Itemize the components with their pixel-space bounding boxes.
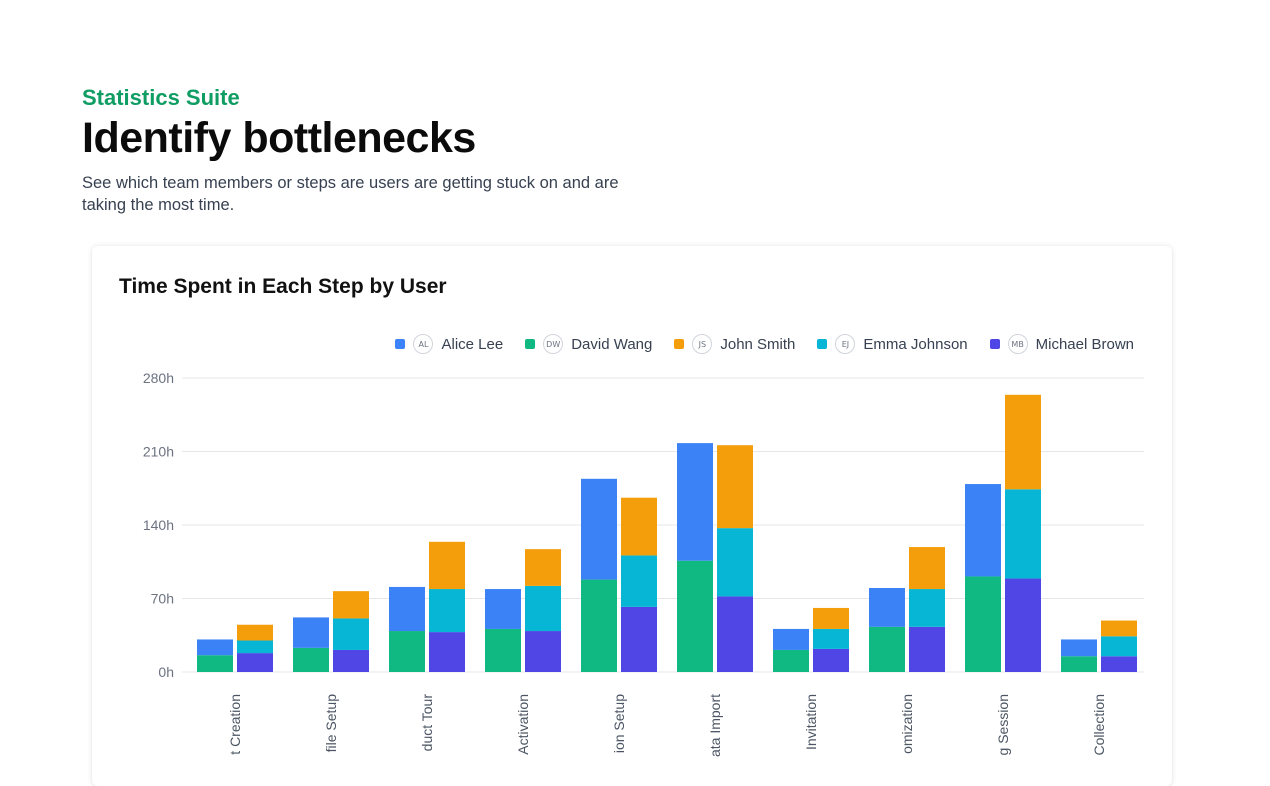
x-tick-label: ata Import — [707, 694, 723, 757]
bar-segment-emma-johnson — [909, 589, 945, 627]
bar-segment-emma-johnson — [429, 589, 465, 633]
x-tick-label: g Session — [995, 694, 1011, 755]
bar-segment-alice-lee — [485, 589, 521, 629]
legend-swatch — [525, 339, 536, 349]
avatar: JS — [692, 334, 713, 354]
chart-legend: AL Alice Lee DW David Wang JS John Smith… — [395, 334, 1134, 354]
y-tick-label: 210h — [143, 444, 174, 460]
chart-card: Time Spent in Each Step by User AL Alice… — [92, 246, 1172, 786]
bar-segment-emma-johnson — [1101, 636, 1137, 657]
bar-segment-david-wang — [581, 579, 617, 672]
legend-item-emma[interactable]: EJ Emma Johnson — [817, 334, 968, 354]
x-tick-label: duct Tour — [419, 694, 435, 752]
eyebrow-label: Statistics Suite — [82, 85, 240, 110]
bar-segment-alice-lee — [965, 484, 1001, 577]
x-tick-label: t Creation — [227, 694, 243, 755]
bar-segment-alice-lee — [197, 639, 233, 656]
bar-segment-alice-lee — [581, 478, 617, 580]
x-tick-label: ion Setup — [611, 694, 627, 753]
bar-segment-david-wang — [389, 631, 425, 672]
bar-segment-michael-brown — [333, 649, 369, 672]
bar-segment-alice-lee — [869, 588, 905, 627]
legend-label: John Smith — [720, 335, 796, 353]
bar-segment-david-wang — [1061, 656, 1097, 672]
legend-swatch — [989, 339, 1000, 349]
bar-segment-david-wang — [965, 576, 1001, 672]
bar-segment-michael-brown — [909, 626, 945, 672]
x-tick-label: Activation — [515, 694, 531, 755]
y-tick-label: 0h — [158, 664, 174, 680]
bar-segment-alice-lee — [773, 628, 809, 650]
bar-segment-emma-johnson — [525, 585, 561, 632]
bar-segment-john-smith — [1101, 620, 1137, 637]
x-tick-label: Collection — [1091, 694, 1107, 755]
bar-segment-emma-johnson — [813, 628, 849, 649]
bar-segment-emma-johnson — [717, 528, 753, 597]
bar-segment-emma-johnson — [237, 640, 273, 654]
bar-segment-john-smith — [813, 607, 849, 629]
bar-segment-john-smith — [525, 549, 561, 586]
legend-item-michael[interactable]: MB Michael Brown — [989, 334, 1134, 354]
bar-segment-michael-brown — [621, 606, 657, 672]
legend-label: Alice Lee — [441, 335, 504, 353]
bar-segment-emma-johnson — [1005, 489, 1041, 579]
bar-segment-john-smith — [909, 547, 945, 590]
chart-title: Time Spent in Each Step by User — [119, 275, 447, 298]
bar-segment-john-smith — [429, 541, 465, 590]
bar-segment-john-smith — [237, 624, 273, 641]
bar-segment-emma-johnson — [333, 618, 369, 650]
avatar: AL — [413, 334, 434, 354]
bar-segment-alice-lee — [677, 443, 713, 561]
legend-item-alice[interactable]: AL Alice Lee — [395, 334, 503, 354]
x-tick-label: omization — [899, 694, 915, 754]
avatar: EJ — [835, 334, 856, 354]
bar-segment-john-smith — [621, 497, 657, 556]
bar-segment-michael-brown — [1005, 578, 1041, 672]
bar-segment-david-wang — [293, 647, 329, 672]
legend-item-john[interactable]: JS John Smith — [674, 334, 795, 354]
x-tick-label: file Setup — [323, 694, 339, 753]
bar-segment-emma-johnson — [621, 555, 657, 607]
page-title: Identify bottlenecks — [82, 114, 476, 162]
bar-segment-alice-lee — [1061, 639, 1097, 657]
bar-segment-john-smith — [333, 591, 369, 619]
bar-segment-alice-lee — [293, 617, 329, 648]
bar-segment-michael-brown — [813, 648, 849, 672]
bar-segment-david-wang — [197, 655, 233, 672]
bar-segment-david-wang — [869, 626, 905, 672]
legend-swatch — [817, 339, 828, 349]
bar-segment-john-smith — [1005, 394, 1041, 490]
bar-segment-david-wang — [485, 628, 521, 672]
legend-item-david[interactable]: DW David Wang — [525, 334, 652, 354]
x-tick-label: Invitation — [803, 694, 819, 750]
y-tick-label: 140h — [143, 517, 174, 533]
bar-segment-john-smith — [717, 445, 753, 529]
y-tick-label: 280h — [143, 370, 174, 386]
legend-swatch — [395, 339, 406, 349]
y-tick-label: 70h — [151, 591, 174, 607]
legend-label: David Wang — [571, 335, 653, 353]
stacked-bar-chart: 0h 70h 140h 210h 280h t Creation file Setup duc… — [143, 370, 1144, 757]
bar-segment-david-wang — [677, 560, 713, 672]
avatar: MB — [1007, 334, 1028, 354]
bar-segment-michael-brown — [525, 631, 561, 672]
bar-segment-michael-brown — [429, 632, 465, 672]
bar-segment-michael-brown — [717, 596, 753, 672]
bar-segment-alice-lee — [389, 586, 425, 632]
bar-segment-david-wang — [773, 649, 809, 672]
legend-label: Michael Brown — [1035, 335, 1134, 353]
legend-label: Emma Johnson — [863, 335, 968, 353]
legend-swatch — [674, 339, 685, 349]
bar-segment-michael-brown — [237, 653, 273, 672]
avatar: DW — [543, 334, 564, 354]
page-description: See which team members or steps are user… — [82, 174, 619, 214]
bar-segment-michael-brown — [1101, 656, 1137, 672]
